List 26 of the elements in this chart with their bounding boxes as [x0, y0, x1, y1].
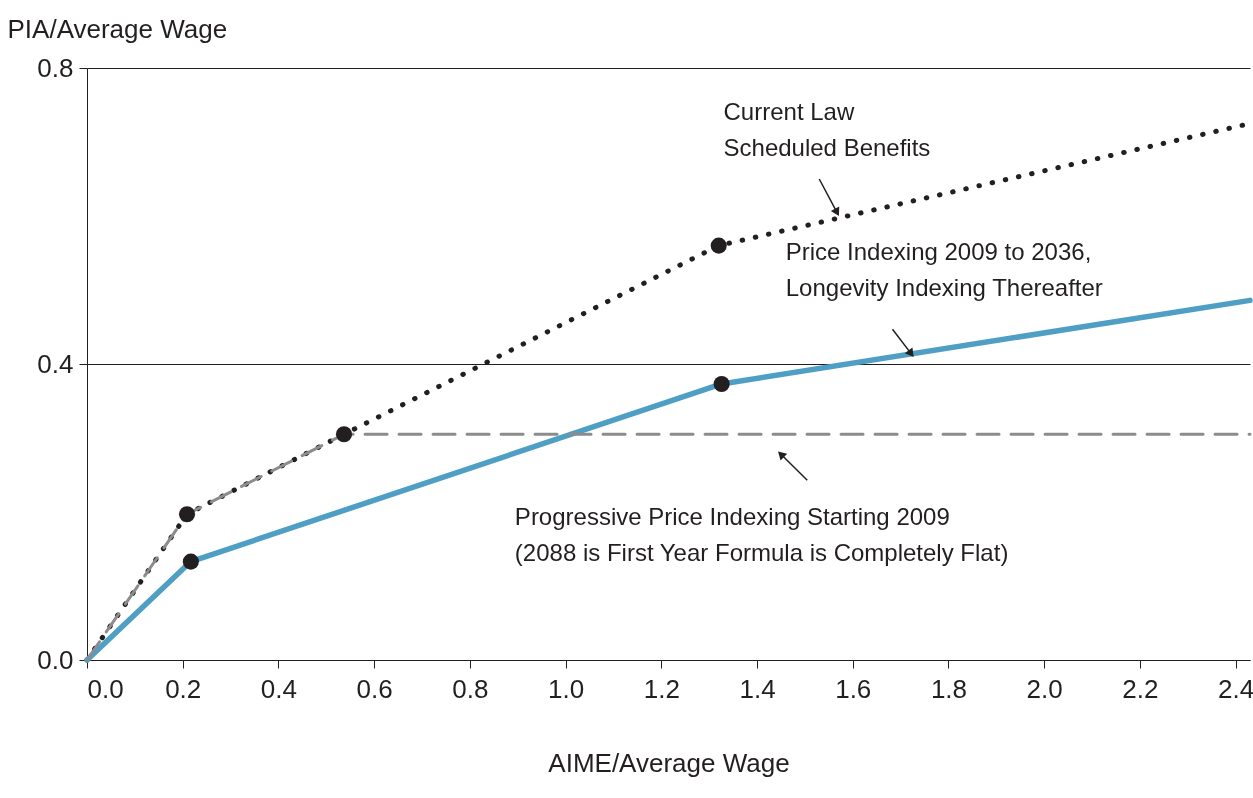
annotation: Current Law Scheduled Benefits — [723, 98, 931, 162]
x-tick-label: 2.0 — [1026, 673, 1063, 704]
y-tick-label: 0.0 — [37, 644, 74, 675]
y-axis-title: PIA/Average Wage — [7, 13, 228, 44]
annotation: Progressive Price Indexing Starting 2009 (2088 is First Year Formula is Completely Flat) — [514, 502, 1009, 566]
x-axis-title: AIME/Average Wage — [548, 747, 790, 778]
x-tick-label: 1.0 — [548, 673, 585, 704]
x-tick-label: 0.0 — [87, 673, 124, 704]
x-tick-label: 0.2 — [165, 673, 202, 704]
point — [335, 426, 353, 443]
x-tick-label: 1.4 — [739, 673, 776, 704]
x-tick-label: 1.6 — [835, 673, 872, 704]
point — [713, 375, 730, 393]
point — [710, 237, 727, 254]
annotation: Price Indexing 2009 to 2036, Longevity Indexing Thereafter — [785, 238, 1103, 301]
point — [182, 553, 199, 570]
x-tick-label: 0.4 — [260, 673, 298, 704]
x-tick-label: 0.8 — [452, 673, 489, 704]
y-tick-label: 0.8 — [37, 52, 74, 83]
x-tick-label: 2.4 — [1218, 673, 1253, 704]
y-tick-label: 0.4 — [37, 348, 74, 379]
x-tick-label: 0.6 — [356, 673, 393, 704]
x-tick-label: 1.8 — [930, 673, 968, 704]
point — [178, 506, 196, 523]
x-tick-label: 2.2 — [1122, 673, 1159, 704]
x-tick-label: 1.2 — [643, 673, 680, 704]
